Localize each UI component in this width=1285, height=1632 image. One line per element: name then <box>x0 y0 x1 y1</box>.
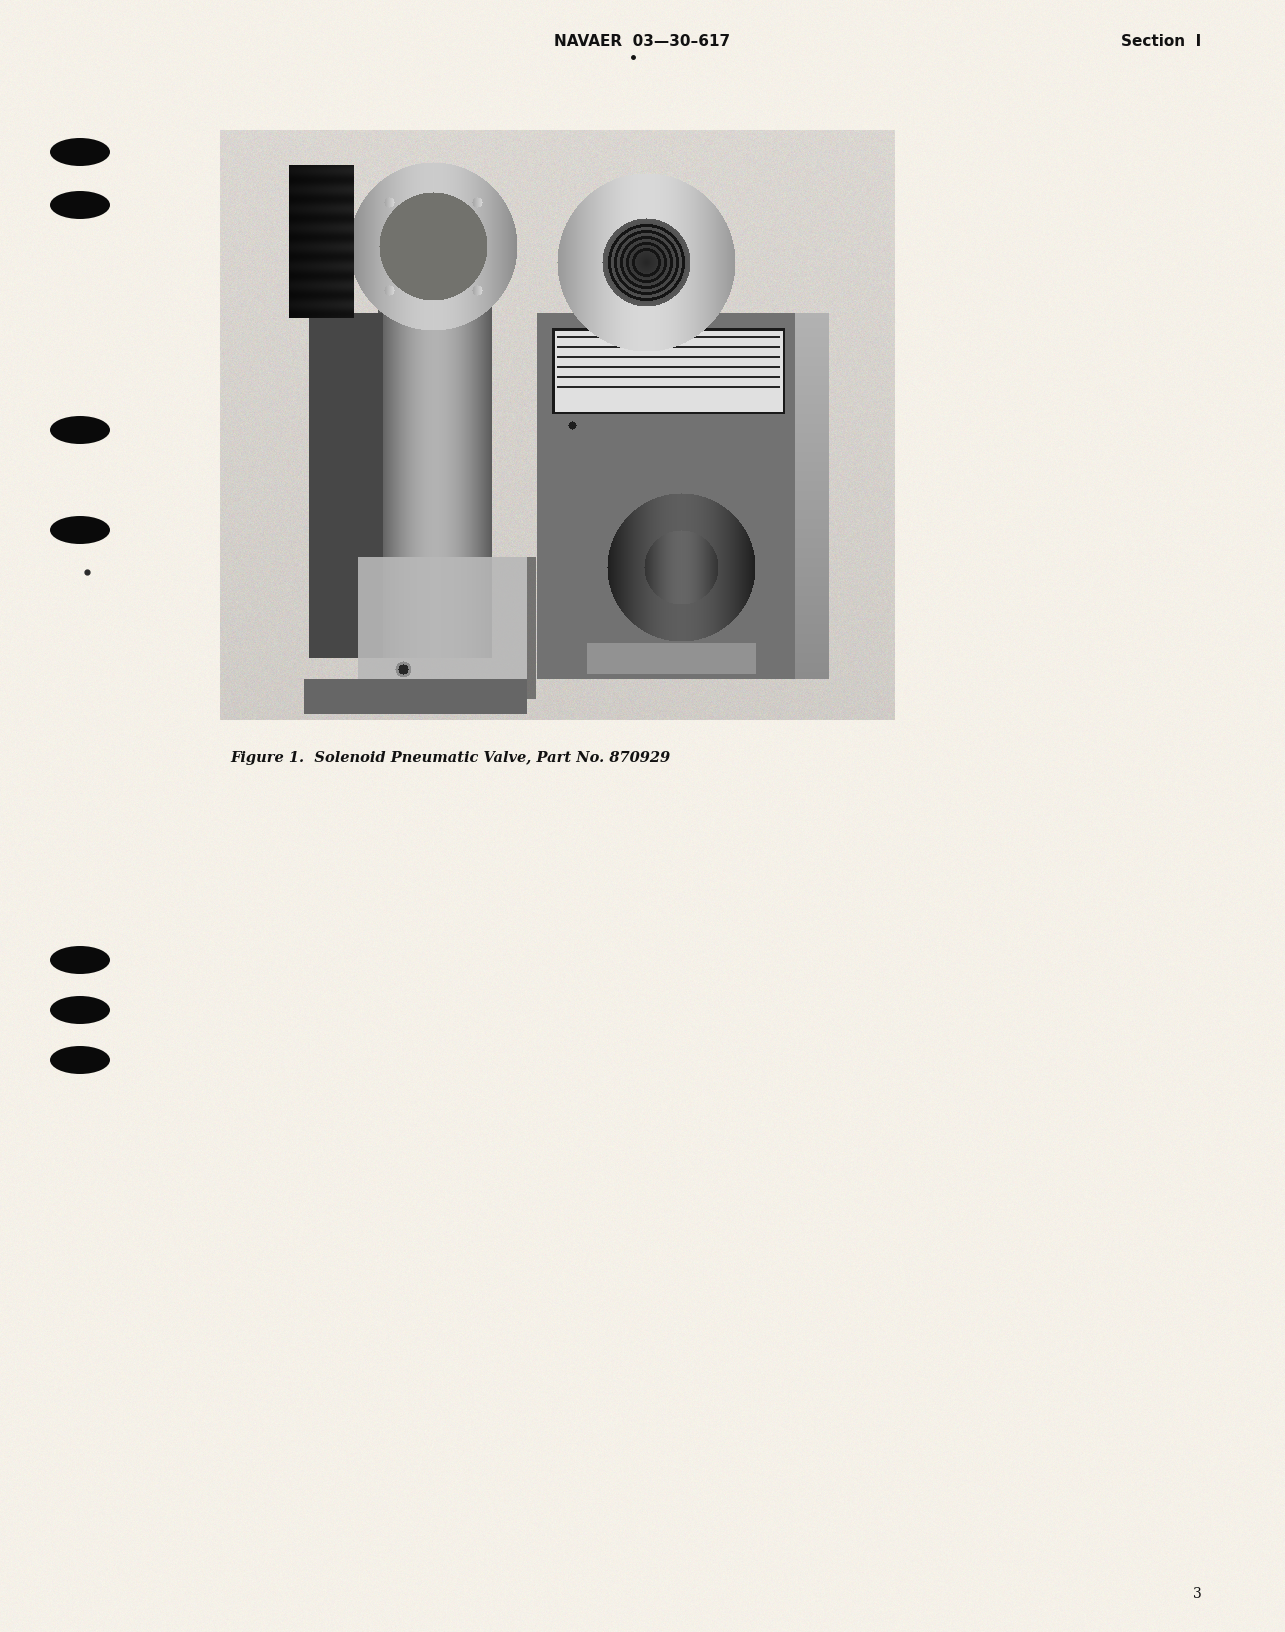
Text: Figure 1.  Solenoid Pneumatic Valve, Part No. 870929: Figure 1. Solenoid Pneumatic Valve, Part… <box>230 751 669 765</box>
Text: 3: 3 <box>1192 1586 1201 1601</box>
Ellipse shape <box>50 191 111 219</box>
Ellipse shape <box>50 1046 111 1074</box>
Ellipse shape <box>50 416 111 444</box>
Ellipse shape <box>50 996 111 1023</box>
Ellipse shape <box>50 947 111 974</box>
Text: NAVAER  03—30–617: NAVAER 03—30–617 <box>554 34 731 49</box>
Ellipse shape <box>50 139 111 166</box>
Text: Section  I: Section I <box>1122 34 1201 49</box>
Ellipse shape <box>50 516 111 543</box>
